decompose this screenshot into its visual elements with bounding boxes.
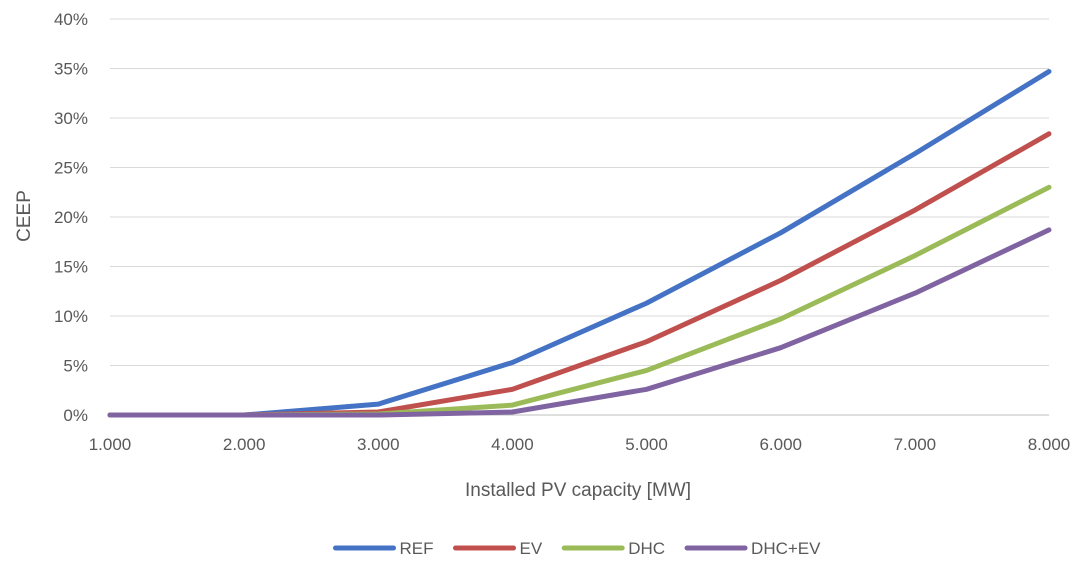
x-tick-label: 4.000 [491,435,534,454]
legend: REF EV DHC DHC+EV [333,539,821,558]
x-tick-label: 8.000 [1028,435,1071,454]
y-tick-label: 35% [54,60,88,79]
x-tick-label: 2.000 [223,435,266,454]
y-tick-label: 0% [63,406,88,425]
y-tick-label: 10% [54,307,88,326]
series-line-dhc-ev [107,227,1052,418]
legend-label-dhc-ev: DHC+EV [751,539,821,558]
gridlines [110,18,1049,416]
x-tick-label: 5.000 [625,435,668,454]
legend-label-dhc: DHC [628,539,665,558]
legend-label-ref: REF [400,539,434,558]
y-tick-label: 20% [54,208,88,227]
y-axis-title: CEEP [14,190,35,242]
y-tick-label: 15% [54,258,88,277]
x-axis-title: Installed PV capacity [MW] [465,480,691,501]
series-line-dhc [107,184,1052,418]
x-tick-label: 1.000 [89,435,132,454]
series-lines [107,69,1052,418]
x-tick-label: 6.000 [759,435,802,454]
y-tick-label: 5% [63,357,88,376]
y-tick-label: 30% [54,109,88,128]
legend-label-ev: EV [520,539,543,558]
x-axis-ticks: 1.000 2.000 3.000 4.000 5.000 6.000 7.000 8.000 [89,435,1071,454]
x-tick-label: 3.000 [357,435,400,454]
y-tick-label: 25% [54,159,88,178]
y-tick-label: 40% [54,10,88,29]
series-line-ev [107,131,1052,418]
y-axis-ticks: 0% 5% 10% 15% 20% 25% 30% 35% 40% [54,10,88,425]
x-tick-label: 7.000 [894,435,937,454]
